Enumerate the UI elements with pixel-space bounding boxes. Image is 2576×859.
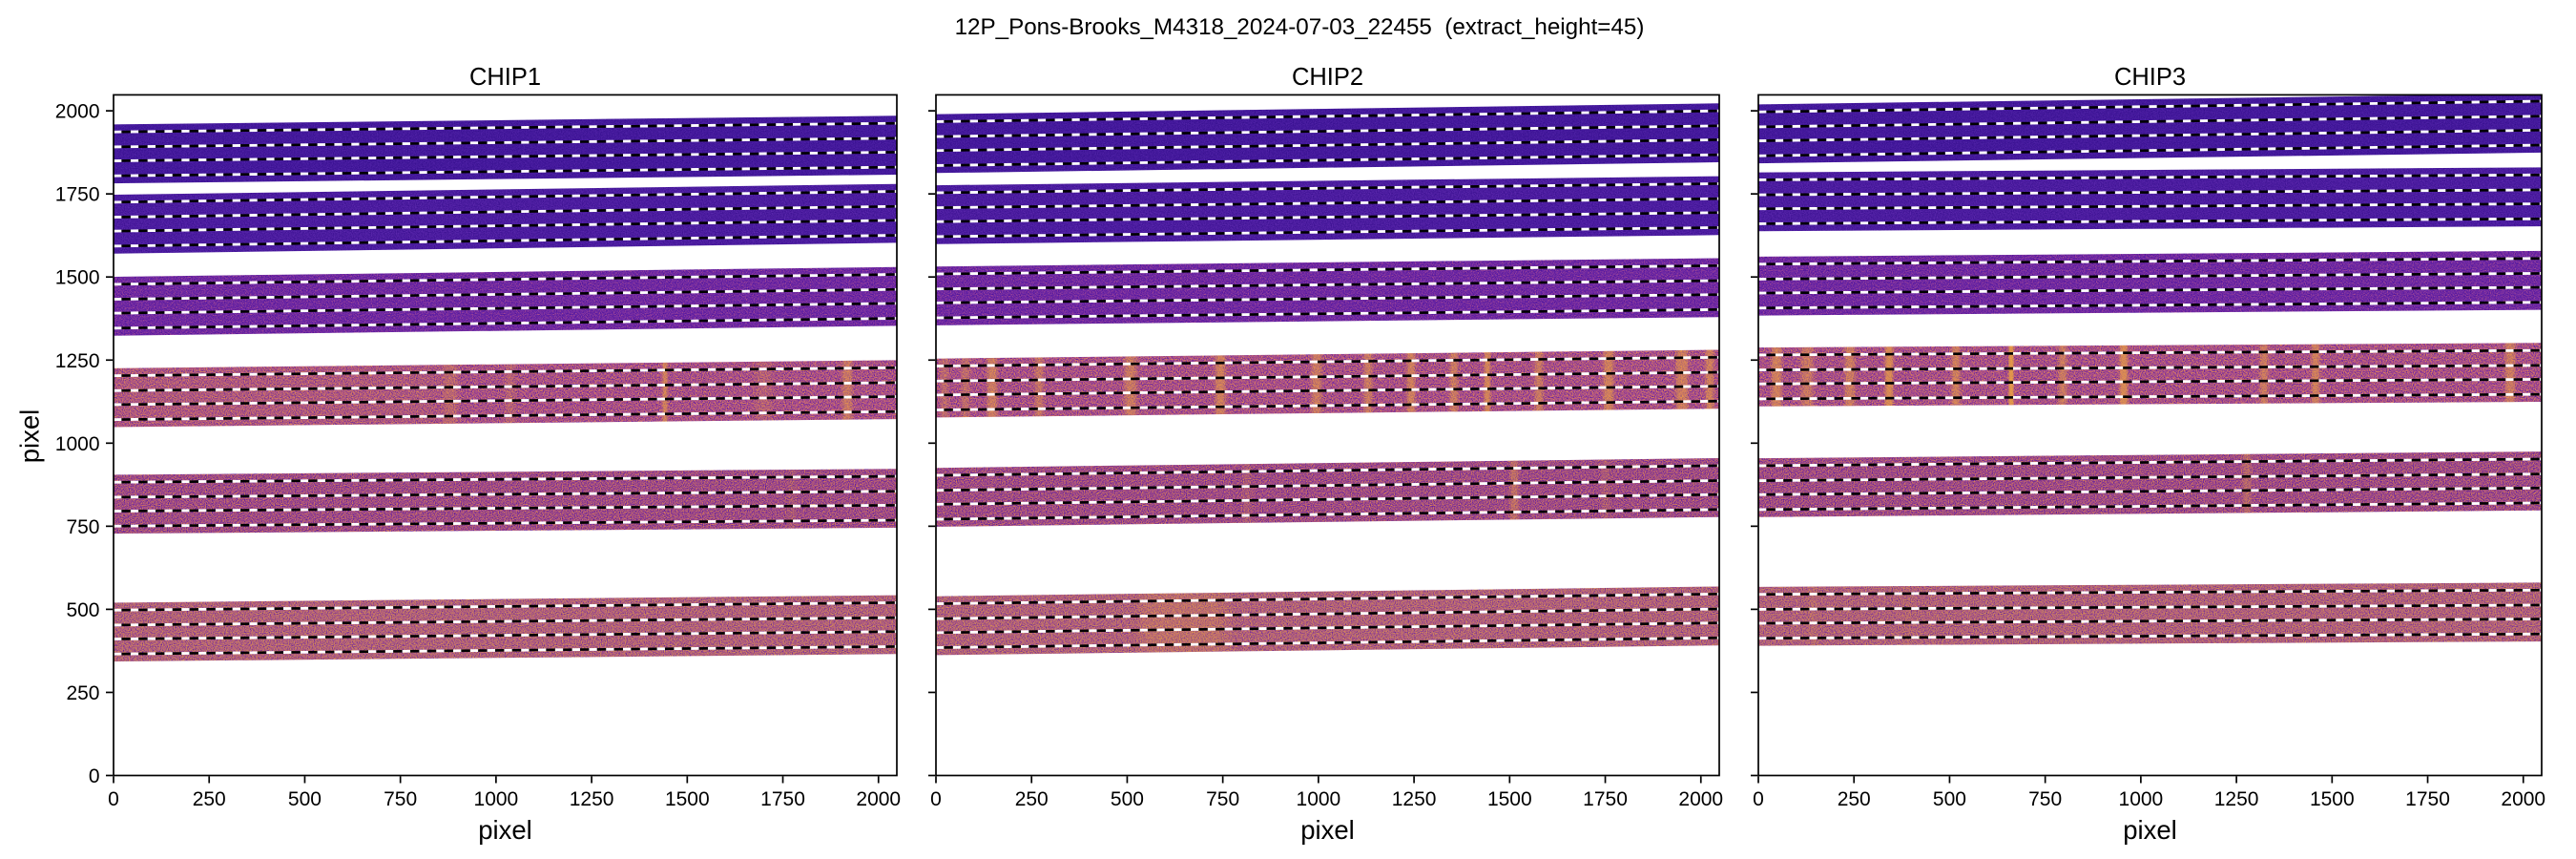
svg-text:0: 0 — [1753, 788, 1764, 810]
svg-text:2000: 2000 — [55, 101, 100, 123]
svg-text:1500: 1500 — [1487, 788, 1532, 810]
svg-text:1250: 1250 — [570, 788, 614, 810]
svg-text:1000: 1000 — [2119, 788, 2164, 810]
svg-text:250: 250 — [1838, 788, 1871, 810]
svg-text:pixel: pixel — [15, 409, 45, 464]
svg-text:2000: 2000 — [856, 788, 901, 810]
svg-text:2000: 2000 — [1678, 788, 1723, 810]
svg-text:1250: 1250 — [1392, 788, 1437, 810]
svg-text:500: 500 — [66, 599, 99, 621]
svg-text:1000: 1000 — [474, 788, 519, 810]
svg-text:1500: 1500 — [665, 788, 710, 810]
svg-text:0: 0 — [108, 788, 119, 810]
svg-text:CHIP2: CHIP2 — [1292, 64, 1363, 91]
svg-text:750: 750 — [2028, 788, 2062, 810]
svg-text:500: 500 — [1111, 788, 1144, 810]
svg-text:1500: 1500 — [55, 267, 100, 289]
svg-text:1750: 1750 — [1583, 788, 1628, 810]
svg-text:pixel: pixel — [1300, 815, 1355, 845]
svg-text:1250: 1250 — [55, 350, 100, 372]
svg-text:1750: 1750 — [55, 184, 100, 206]
svg-text:1000: 1000 — [1297, 788, 1341, 810]
svg-text:750: 750 — [66, 516, 99, 538]
svg-text:500: 500 — [1933, 788, 1966, 810]
svg-text:1500: 1500 — [2310, 788, 2355, 810]
svg-text:CHIP1: CHIP1 — [469, 64, 541, 91]
svg-text:0: 0 — [89, 765, 100, 787]
svg-text:250: 250 — [193, 788, 226, 810]
svg-text:12P_Pons-Brooks_M4318_2024-07-: 12P_Pons-Brooks_M4318_2024-07-03_22455 (… — [955, 14, 1645, 40]
svg-text:1000: 1000 — [55, 433, 100, 455]
svg-text:750: 750 — [1206, 788, 1239, 810]
svg-text:pixel: pixel — [2123, 815, 2177, 845]
svg-text:pixel: pixel — [478, 815, 532, 845]
svg-text:CHIP3: CHIP3 — [2114, 64, 2186, 91]
svg-text:500: 500 — [288, 788, 322, 810]
svg-text:750: 750 — [384, 788, 417, 810]
svg-text:1750: 1750 — [760, 788, 805, 810]
svg-text:1750: 1750 — [2405, 788, 2450, 810]
svg-text:1250: 1250 — [2214, 788, 2259, 810]
svg-text:2000: 2000 — [2501, 788, 2545, 810]
svg-text:250: 250 — [1015, 788, 1049, 810]
svg-text:0: 0 — [930, 788, 942, 810]
svg-text:250: 250 — [66, 682, 99, 704]
